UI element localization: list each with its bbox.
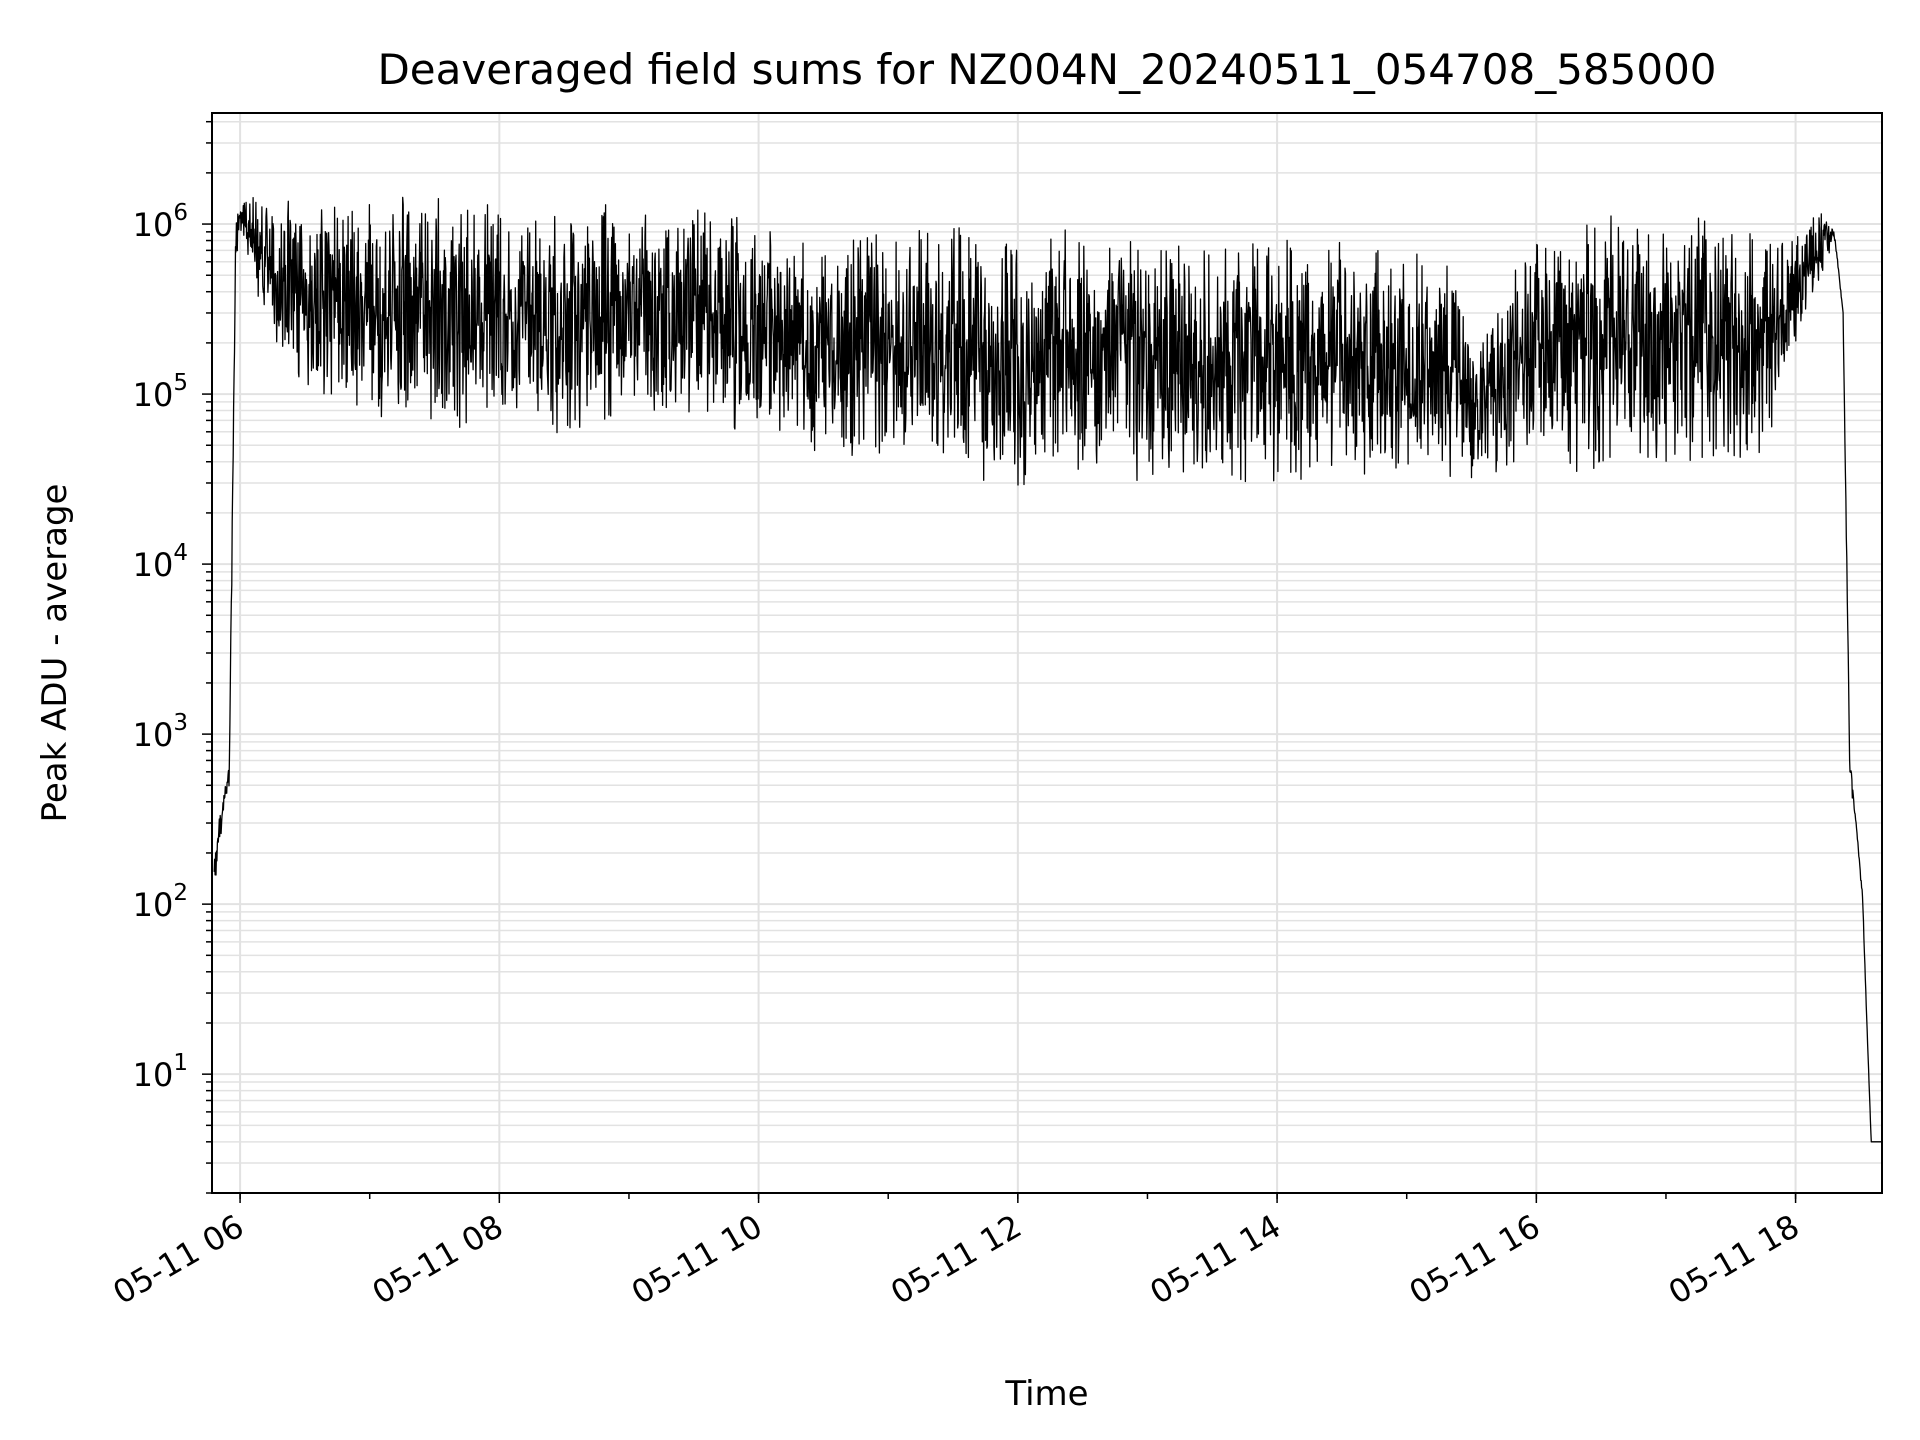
x-tick-label: 05-11 16 — [1403, 1207, 1547, 1312]
y-tick-label: 102 — [133, 880, 188, 924]
y-tick-label: 106 — [133, 200, 188, 244]
x-tick-label: 05-11 12 — [884, 1207, 1028, 1312]
grid — [212, 113, 1882, 1194]
x-tick-label: 05-11 10 — [625, 1207, 769, 1312]
y-tick-label: 103 — [133, 710, 188, 754]
data-line — [213, 196, 1883, 1143]
x-tick-label: 05-11 14 — [1143, 1207, 1287, 1312]
chart-title: Deaveraged field sums for NZ004N_2024051… — [377, 45, 1716, 94]
x-tick-label: 05-11 08 — [366, 1207, 510, 1312]
y-axis-label: Peak ADU - average — [35, 484, 75, 823]
series-line — [213, 196, 1883, 1143]
x-axis-label: Time — [1004, 1374, 1088, 1414]
x-tick-label: 05-11 06 — [106, 1207, 250, 1312]
y-tick-label: 104 — [133, 540, 188, 584]
x-tick-label: 05-11 18 — [1662, 1207, 1806, 1312]
y-tick-label: 101 — [133, 1050, 188, 1094]
y-tick-label: 105 — [133, 370, 188, 414]
